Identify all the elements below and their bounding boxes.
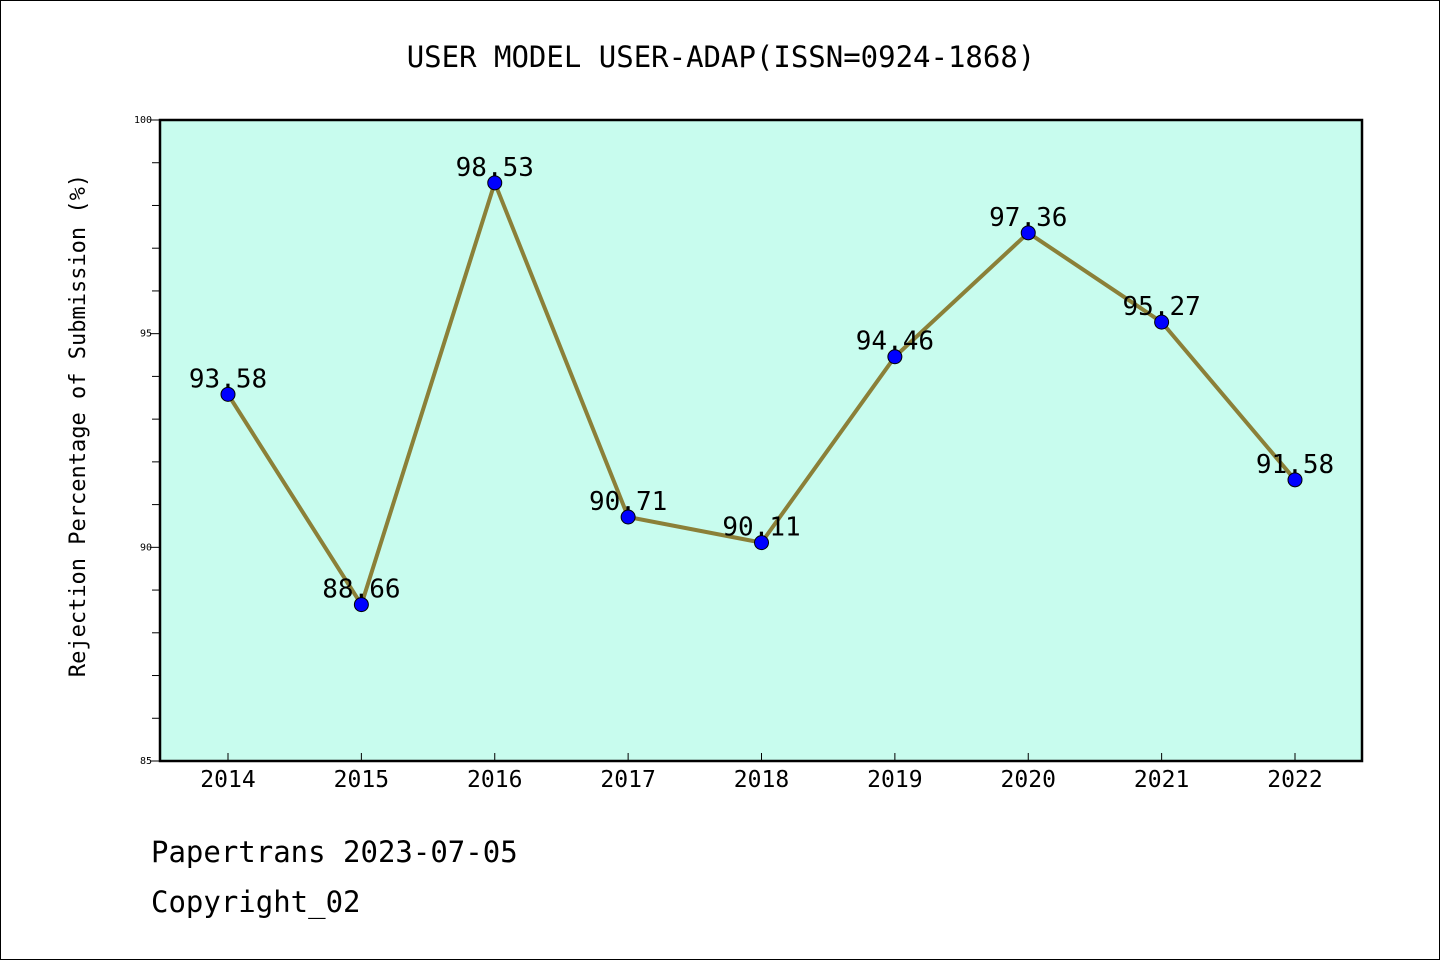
data-label: 91.58	[1256, 450, 1334, 480]
y-tick-label: 85	[140, 756, 152, 767]
y-tick-label: 100	[134, 115, 152, 126]
x-tick-label: 2016	[467, 767, 522, 793]
data-point	[1020, 225, 1036, 241]
data-label: 88.66	[322, 575, 400, 605]
chart-title: USER MODEL USER-ADAP(ISSN=0924-1868)	[407, 40, 1036, 74]
x-tick-label: 2017	[600, 767, 655, 793]
data-label: 95.27	[1122, 292, 1200, 322]
data-label: 90.71	[589, 487, 667, 517]
y-minor-ticks	[152, 162, 160, 719]
data-point	[353, 597, 369, 613]
data-label: 94.46	[856, 327, 934, 357]
y-axis-label: Rejection Percentage of Submission (%)	[66, 174, 91, 677]
y-tick-label: 95	[140, 329, 152, 340]
x-tick-label: 2022	[1267, 767, 1322, 793]
data-label: 93.58	[189, 364, 267, 394]
y-major-ticks: 85 90 95 100	[134, 115, 160, 767]
data-labels: 93.58 88.66 98.53 90.71 90.11 94.46 97.36 95.27…	[189, 153, 1334, 605]
x-tick-label: 2014	[200, 767, 255, 793]
plot-border	[158, 118, 1364, 763]
data-label: 90.11	[722, 513, 800, 543]
series-markers	[220, 175, 1303, 613]
data-point	[1154, 314, 1170, 330]
footer-copyright: Copyright_02	[151, 885, 361, 919]
x-tick-label: 2020	[1001, 767, 1056, 793]
x-tick-label: 2019	[867, 767, 922, 793]
data-point	[220, 386, 236, 402]
x-tick-label: 2015	[334, 767, 389, 793]
plot-area	[160, 120, 1362, 761]
data-point	[487, 175, 503, 191]
footer-source: Papertrans 2023-07-05	[151, 835, 518, 869]
data-label: 97.36	[989, 203, 1067, 233]
x-tick-label: 2018	[734, 767, 789, 793]
data-point	[620, 509, 636, 525]
data-point	[887, 349, 903, 365]
data-point	[754, 535, 769, 551]
data-point	[1287, 472, 1303, 488]
y-tick-label: 90	[140, 542, 152, 553]
x-ticks: 2014 2015 2016 2017 2018 2019 2020 2021 2022	[200, 753, 1323, 793]
data-label: 98.53	[456, 153, 534, 183]
x-tick-label: 2021	[1134, 767, 1189, 793]
